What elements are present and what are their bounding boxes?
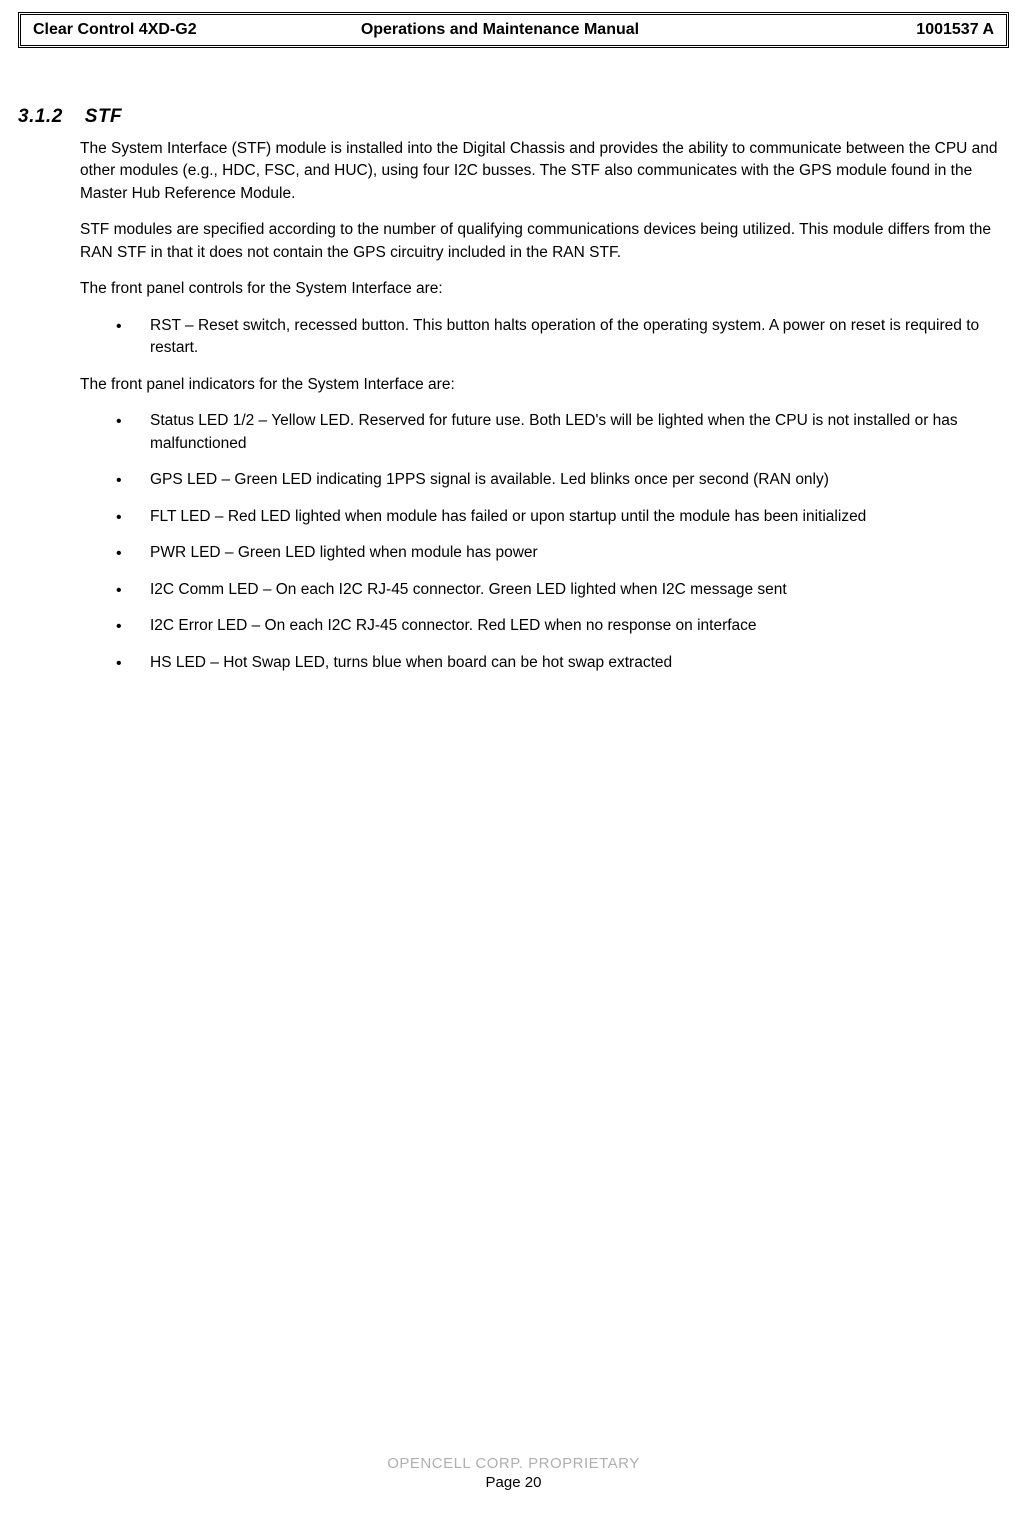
section-number: 3.1.2 <box>18 106 63 128</box>
paragraph: The System Interface (STF) module is ins… <box>80 138 1003 205</box>
list-item: GPS LED – Green LED indicating 1PPS sign… <box>116 469 1003 491</box>
indicators-list: Status LED 1/2 – Yellow LED. Reserved fo… <box>80 410 1003 674</box>
header-docnum: 1001537 A <box>821 21 994 39</box>
list-item: HS LED – Hot Swap LED, turns blue when b… <box>116 652 1003 674</box>
list-item: Status LED 1/2 – Yellow LED. Reserved fo… <box>116 410 1003 455</box>
paragraph: The front panel controls for the System … <box>80 278 1003 300</box>
section-title: STF <box>85 106 122 127</box>
list-item: FLT LED – Red LED lighted when module ha… <box>116 506 1003 528</box>
header-product: Clear Control 4XD-G2 <box>33 21 321 39</box>
paragraph: STF modules are specified according to t… <box>80 219 1003 264</box>
paragraph: The front panel indicators for the Syste… <box>80 374 1003 396</box>
content-body: The System Interface (STF) module is ins… <box>18 138 1009 674</box>
page-footer: OPENCELL CORP. PROPRIETARY Page 20 <box>0 1455 1027 1491</box>
list-item: PWR LED – Green LED lighted when module … <box>116 542 1003 564</box>
header-title: Operations and Maintenance Manual <box>321 21 822 39</box>
list-item: I2C Error LED – On each I2C RJ-45 connec… <box>116 615 1003 637</box>
footer-proprietary: OPENCELL CORP. PROPRIETARY <box>0 1455 1027 1472</box>
footer-page-number: Page 20 <box>0 1474 1027 1491</box>
list-item: RST – Reset switch, recessed button. Thi… <box>116 315 1003 360</box>
section-heading: 3.1.2 STF <box>18 106 1009 128</box>
document-header: Clear Control 4XD-G2 Operations and Main… <box>18 12 1009 48</box>
controls-list: RST – Reset switch, recessed button. Thi… <box>80 315 1003 360</box>
list-item: I2C Comm LED – On each I2C RJ-45 connect… <box>116 579 1003 601</box>
